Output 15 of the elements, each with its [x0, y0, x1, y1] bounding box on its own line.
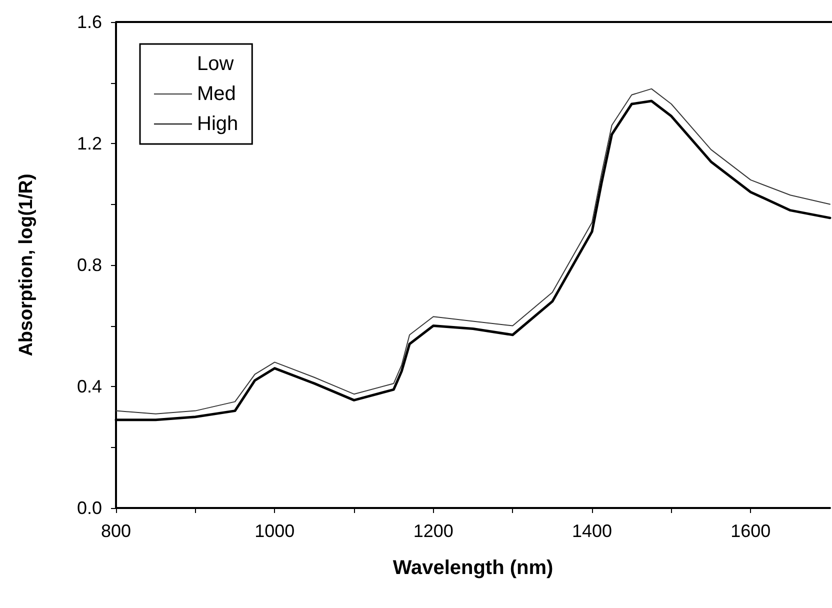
y-tick-label: 0.4	[76, 376, 102, 396]
x-tick-label: 1600	[730, 521, 771, 541]
text: Low	[197, 53, 234, 75]
legend-label: Med	[197, 83, 236, 105]
y-tick-label: 1.6	[76, 12, 102, 32]
x-tick-label: 1200	[413, 521, 454, 541]
x-tick-label: 800	[100, 521, 132, 541]
y-tick-label: 0.8	[76, 255, 102, 275]
y-tick-label: 0.0	[76, 498, 102, 518]
x-axis-title: Wavelength (nm)	[392, 557, 554, 579]
legend-label: High	[197, 113, 238, 135]
x-tick-label: 1000	[254, 521, 295, 541]
x-tick-label: 1400	[572, 521, 612, 541]
y-axis-title: Absorption, log(1/R)	[16, 174, 37, 356]
y-tick-label: 1.2	[76, 134, 102, 154]
